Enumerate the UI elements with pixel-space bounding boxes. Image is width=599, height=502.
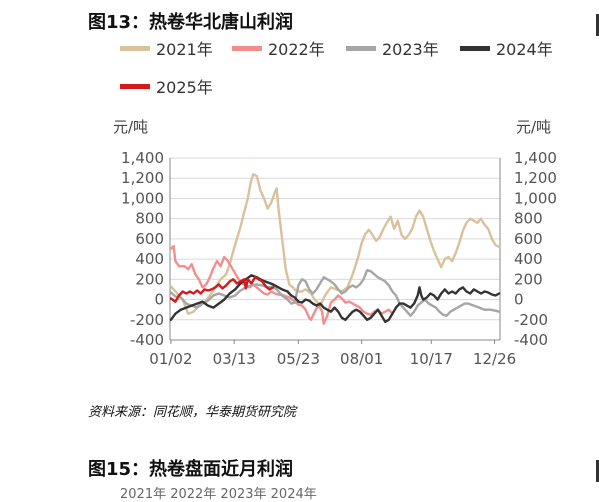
y-tick-label-right: 0 bbox=[514, 291, 524, 309]
legend-swatch bbox=[120, 45, 150, 51]
x-tick-label: 08/01 bbox=[340, 350, 383, 368]
legend-item: 2023年 bbox=[346, 36, 439, 60]
y-tick-label-right: -200 bbox=[514, 311, 548, 329]
legend-swatch bbox=[120, 83, 150, 89]
y-axis-unit-right: 元/吨 bbox=[516, 118, 551, 136]
y-tick-label-right: 1,000 bbox=[514, 189, 557, 207]
legend-label: 2025年 bbox=[156, 78, 213, 97]
legend-label: 2022年 bbox=[268, 40, 325, 59]
y-tick-label-right: 800 bbox=[514, 210, 543, 228]
y-tick-label-left: 0 bbox=[154, 291, 164, 309]
y-tick-label-left: 400 bbox=[135, 250, 164, 268]
chart-title: 图13：热卷华北唐山利润 bbox=[88, 12, 294, 33]
y-tick-label-right: 400 bbox=[514, 250, 543, 268]
legend-label: 2024年 bbox=[496, 40, 553, 59]
next-chart-title: 图15：热卷盘面近月利润 bbox=[88, 459, 294, 480]
y-tick-label-right: 1,400 bbox=[514, 149, 557, 167]
legend-item: 2022年 bbox=[232, 36, 325, 60]
y-tick-label-left: 1,400 bbox=[121, 149, 164, 167]
legend-label: 2021年 bbox=[156, 40, 213, 59]
legend-label: 2023年 bbox=[382, 40, 439, 59]
page-edge-marker bbox=[596, 460, 599, 482]
y-axis-unit-left: 元/吨 bbox=[113, 118, 148, 136]
line-chart: -400 -400 -200 -200 0 0 200 200 400 400 600 600 800 8… bbox=[113, 118, 557, 368]
x-tick-label: 03/13 bbox=[213, 350, 256, 368]
legend-swatch bbox=[232, 45, 262, 51]
y-tick-label-left: 200 bbox=[135, 270, 164, 288]
y-tick-label-left: -200 bbox=[130, 311, 164, 329]
legend-item: 2025年 bbox=[120, 74, 213, 98]
x-tick-label: 12/26 bbox=[473, 350, 516, 368]
legend-item: 2021年 bbox=[120, 36, 213, 60]
y-tick-label-right: -400 bbox=[514, 331, 548, 349]
y-tick-label-left: 600 bbox=[135, 230, 164, 248]
series-line-2021年 bbox=[169, 173, 501, 315]
y-tick-label-left: -400 bbox=[130, 331, 164, 349]
series-line-2023年 bbox=[169, 269, 501, 317]
y-tick-label-right: 600 bbox=[514, 230, 543, 248]
legend-swatch bbox=[460, 45, 490, 51]
x-tick-label: 10/17 bbox=[410, 350, 453, 368]
series-line-2025年 bbox=[169, 276, 275, 303]
page-edge-marker bbox=[596, 14, 599, 36]
source-note: 资料来源：同花顺，华泰期货研究院 bbox=[88, 405, 297, 420]
y-tick-label-left: 1,200 bbox=[121, 169, 164, 187]
y-tick-label-left: 1,000 bbox=[121, 189, 164, 207]
y-tick-label-right: 200 bbox=[514, 270, 543, 288]
next-chart-legend-fragment: 2021年 2022年 2023年 2024年 bbox=[120, 487, 317, 502]
x-tick-label: 01/02 bbox=[149, 350, 192, 368]
x-tick-label: 05/23 bbox=[277, 350, 320, 368]
y-tick-label-left: 800 bbox=[135, 210, 164, 228]
legend-item: 2024年 bbox=[460, 36, 553, 60]
y-tick-label-right: 1,200 bbox=[514, 169, 557, 187]
legend-swatch bbox=[346, 45, 376, 51]
